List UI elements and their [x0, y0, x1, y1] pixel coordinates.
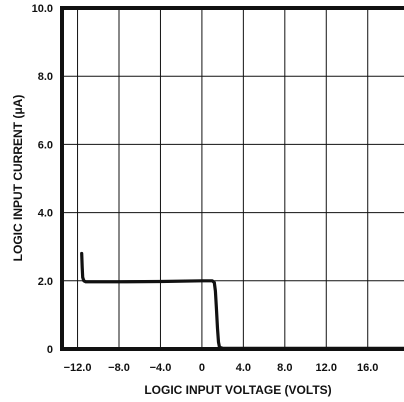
grid: [62, 7, 404, 350]
y-axis-label: LOGIC INPUT CURRENT (μA): [11, 95, 25, 262]
x-tick-label: −12.0: [64, 362, 92, 374]
y-tick-label: 4.0: [38, 208, 53, 220]
series-line: [80, 251, 404, 350]
x-tick-label: 16.0: [357, 362, 378, 374]
x-tick-label: 8.0: [277, 362, 292, 374]
y-tick-label: 10.0: [32, 3, 53, 15]
y-tick-labels: 0 2.0 4.0 6.0 8.0 10.0: [32, 3, 53, 356]
x-tick-label: 0: [199, 362, 205, 374]
y-tick-label: 6.0: [38, 139, 53, 151]
x-tick-label: −4.0: [150, 362, 172, 374]
y-tick-label: 8.0: [38, 71, 53, 83]
x-tick-label: 12.0: [316, 362, 337, 374]
x-tick-label: 4.0: [236, 362, 251, 374]
x-tick-labels: −12.0 −8.0 −4.0 0 4.0 8.0 12.0 16.0: [64, 362, 379, 374]
y-tick-label: 2.0: [38, 276, 53, 288]
y-tick-label: 0: [47, 344, 53, 356]
series-layer: [80, 251, 404, 350]
x-axis-label: LOGIC INPUT VOLTAGE (VOLTS): [144, 383, 331, 397]
plot-frame: [60, 6, 404, 351]
x-tick-label: −8.0: [108, 362, 130, 374]
